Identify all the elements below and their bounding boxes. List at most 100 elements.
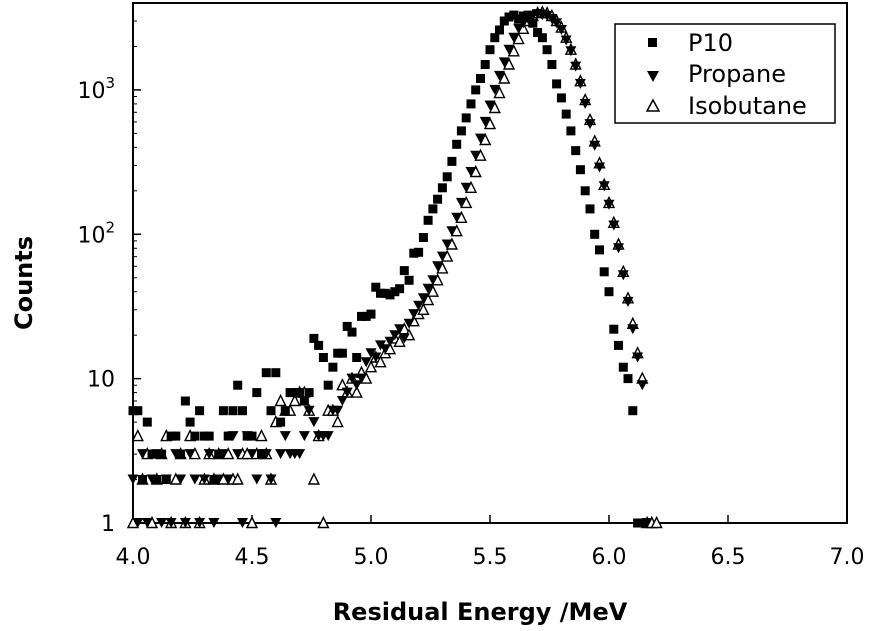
marker-propane <box>470 150 482 161</box>
marker-p10 <box>476 74 485 83</box>
marker-isobutane <box>421 293 435 306</box>
marker-p10 <box>138 475 147 484</box>
marker-propane <box>165 518 177 528</box>
marker-propane <box>127 474 139 485</box>
marker-p10 <box>471 85 481 95</box>
marker-p10 <box>561 109 571 119</box>
marker-isobutane <box>393 334 406 347</box>
marker-p10 <box>276 417 286 427</box>
marker-p10 <box>547 60 557 69</box>
marker-isobutane <box>512 32 525 45</box>
marker-p10 <box>328 362 338 372</box>
marker-propane <box>427 275 439 286</box>
marker-propane <box>189 474 201 485</box>
marker-propane <box>627 324 639 335</box>
marker-propane <box>465 167 477 177</box>
marker-isobutane <box>507 44 520 57</box>
marker-p10 <box>271 368 281 378</box>
marker-propane <box>175 474 187 485</box>
marker-p10 <box>357 311 366 321</box>
marker-propane <box>394 324 406 335</box>
marker-p10 <box>214 449 224 459</box>
marker-propane <box>275 449 287 460</box>
marker-propane <box>322 431 334 442</box>
marker-propane <box>560 35 572 46</box>
legend-marker-propane <box>647 71 659 82</box>
marker-p10 <box>176 449 186 459</box>
marker-p10 <box>361 311 371 321</box>
marker-propane <box>179 518 191 528</box>
marker-p10 <box>552 79 562 89</box>
marker-isobutane <box>436 261 449 274</box>
marker-p10 <box>161 475 171 484</box>
legend-label-p10: P10 <box>688 29 733 57</box>
marker-p10 <box>128 406 138 416</box>
y-axis-title: Counts <box>10 236 38 330</box>
marker-propane <box>184 449 196 460</box>
marker-propane <box>408 309 420 320</box>
marker-p10 <box>228 406 238 416</box>
marker-p10 <box>575 165 585 175</box>
marker-isobutane <box>131 429 144 442</box>
marker-propane <box>446 226 458 237</box>
marker-propane <box>132 518 144 528</box>
marker-isobutane <box>288 393 301 407</box>
marker-p10 <box>295 388 305 398</box>
marker-propane <box>389 330 401 341</box>
marker-p10 <box>461 113 471 123</box>
marker-propane <box>594 162 605 173</box>
marker-isobutane <box>317 515 330 529</box>
marker-isobutane <box>374 355 387 368</box>
marker-propane <box>298 431 310 442</box>
marker-propane <box>589 140 601 151</box>
marker-p10 <box>442 172 452 182</box>
y-tick-exponent: 2 <box>105 218 115 236</box>
marker-p10 <box>304 388 314 398</box>
marker-p10 <box>485 45 495 55</box>
marker-propane <box>384 336 396 347</box>
marker-propane <box>494 70 505 81</box>
marker-propane <box>198 474 210 485</box>
marker-p10 <box>390 287 400 297</box>
marker-p10 <box>509 10 519 20</box>
marker-p10 <box>409 248 419 258</box>
marker-p10 <box>518 11 528 21</box>
marker-propane <box>570 61 582 72</box>
legend-marker-isobutane <box>645 98 661 112</box>
marker-p10 <box>285 388 295 398</box>
marker-p10 <box>585 204 595 214</box>
marker-p10 <box>257 449 266 459</box>
marker-propane <box>441 239 453 250</box>
marker-propane <box>222 474 234 485</box>
marker-p10 <box>571 146 581 156</box>
marker-propane <box>451 212 463 223</box>
marker-p10 <box>190 431 200 441</box>
marker-p10 <box>437 183 447 193</box>
x-tick-label: 6.5 <box>711 545 746 570</box>
marker-propane <box>584 119 596 130</box>
marker-p10 <box>238 406 247 416</box>
marker-propane <box>460 182 472 193</box>
x-tick-label: 6.0 <box>592 545 627 570</box>
marker-p10 <box>252 388 262 398</box>
marker-p10 <box>185 417 195 427</box>
legend-label-isobutane: Isobutane <box>688 92 807 120</box>
marker-p10 <box>376 288 385 298</box>
marker-p10 <box>514 14 524 24</box>
marker-p10 <box>223 431 233 441</box>
y-tick-label: 103 <box>77 74 115 104</box>
marker-p10 <box>623 374 633 384</box>
marker-p10 <box>314 340 324 350</box>
marker-p10 <box>490 33 500 43</box>
marker-p10 <box>614 340 623 350</box>
marker-propane <box>194 518 206 528</box>
marker-propane <box>251 474 263 485</box>
marker-propane <box>351 380 363 391</box>
marker-p10 <box>157 449 167 459</box>
marker-p10 <box>309 333 319 343</box>
marker-p10 <box>147 449 157 459</box>
data-markers <box>126 5 663 529</box>
y-tick-exponent: 3 <box>105 74 115 92</box>
marker-isobutane <box>336 378 349 391</box>
